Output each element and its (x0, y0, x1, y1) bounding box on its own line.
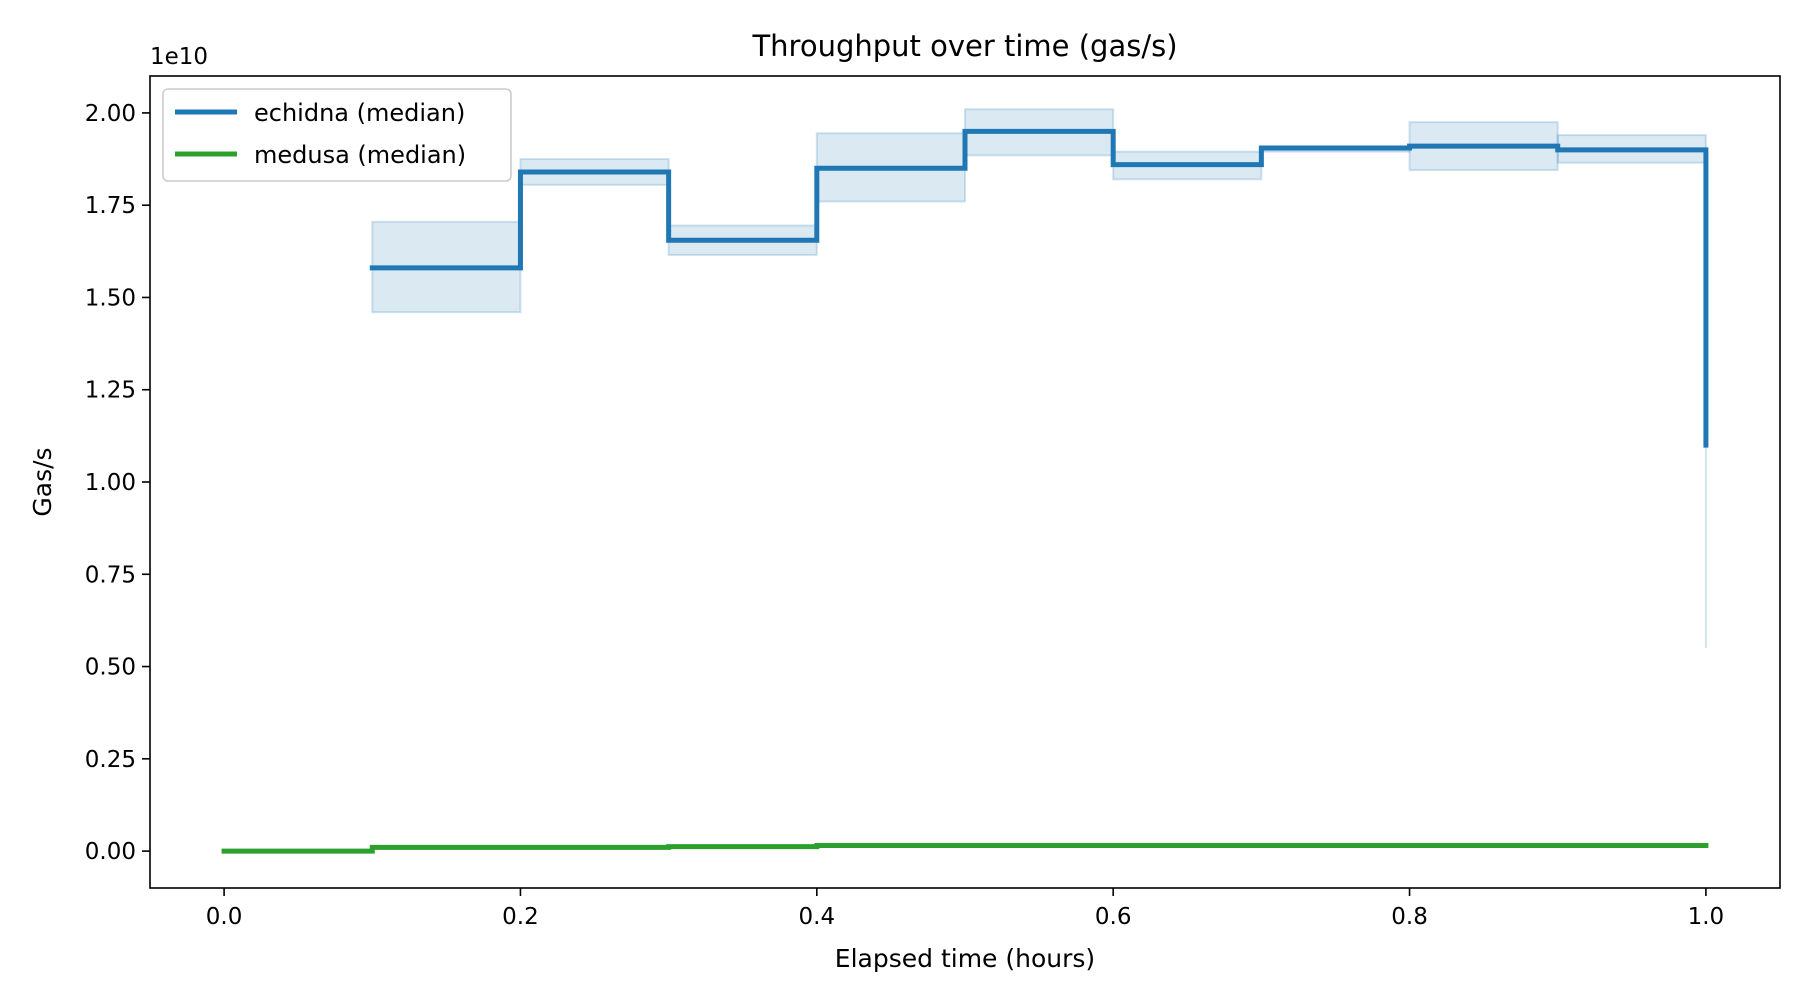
x-tick-label: 0.8 (1391, 904, 1428, 930)
plot-area (221, 108, 1709, 854)
legend: echidna (median) medusa (median) (162, 88, 512, 182)
x-tick-label: 0.4 (799, 904, 836, 930)
x-axis: 0.0 0.2 0.4 0.6 0.8 1.0 (206, 888, 1724, 930)
x-tick-label: 0.2 (502, 904, 539, 930)
y-tick-label: 1.50 (85, 285, 136, 311)
y-axis: 0.00 0.25 0.50 0.75 1.00 1.25 1.50 1.75 2.00 (85, 101, 150, 865)
chart-title: Throughput over time (gas/s) (751, 29, 1177, 63)
y-tick-label: 1.25 (85, 378, 136, 404)
legend-entry-label: medusa (median) (254, 141, 466, 169)
y-tick-label: 0.75 (85, 562, 136, 588)
x-axis-label: Elapsed time (hours) (835, 944, 1095, 973)
series-lines (221, 128, 1709, 854)
y-tick-label: 2.00 (85, 101, 136, 127)
y-axis-label: Gas/s (28, 447, 57, 516)
legend-box (162, 88, 512, 182)
y-tick-label: 0.50 (85, 655, 136, 681)
legend-entry-label: echidna (median) (254, 99, 465, 127)
y-tick-label: 1.75 (85, 193, 136, 219)
series-line-medusa (221, 843, 1709, 854)
y-tick-label: 1.00 (85, 470, 136, 496)
x-tick-label: 1.0 (1688, 904, 1725, 930)
x-tick-label: 0.0 (206, 904, 243, 930)
x-tick-label: 0.6 (1095, 904, 1132, 930)
y-offset-text: 1e10 (150, 44, 208, 70)
y-tick-label: 0.00 (85, 839, 136, 865)
series-line-echidna (369, 128, 1709, 448)
y-tick-label: 0.25 (85, 747, 136, 773)
confidence-bands (371, 108, 1707, 649)
